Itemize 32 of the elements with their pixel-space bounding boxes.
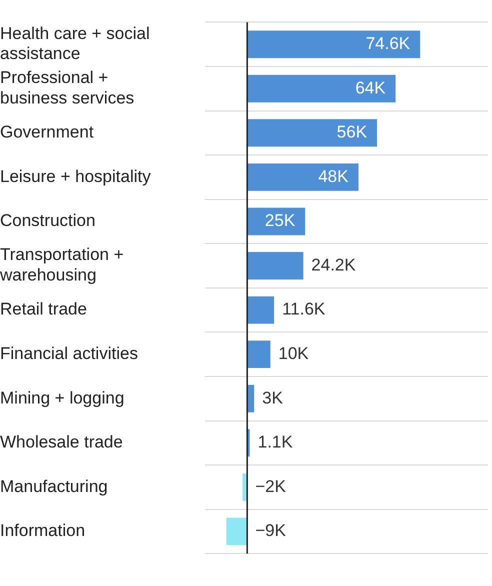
data-label: 25K (264, 211, 296, 230)
data-label: −9K (255, 521, 287, 540)
data-label: 10K (278, 344, 310, 364)
data-label: 1.1K (258, 432, 294, 452)
data-label: 11.6K (282, 300, 326, 319)
y-tick-label: Transportation + warehousing (0, 245, 124, 285)
data-label: 56K (336, 122, 368, 142)
bar (247, 30, 420, 58)
y-tick-label: Manufacturing (0, 476, 108, 496)
data-label: 74.6K (366, 34, 411, 54)
bar (247, 340, 270, 368)
y-tick-label: Retail trade (0, 300, 87, 319)
y-tick-label: Information (0, 521, 86, 540)
y-tick-label: Mining + logging (0, 388, 124, 408)
bar (247, 119, 378, 147)
data-label: 3K (262, 388, 284, 408)
data-label: −2K (255, 476, 287, 496)
y-tick-label: Government (0, 122, 94, 142)
y-tick-label: Health care + social assistance (0, 24, 150, 64)
y-tick-label: Wholesale trade (0, 432, 123, 452)
y-tick-label: Leisure + hospitality (0, 166, 152, 186)
y-tick-label: Financial activities (0, 344, 138, 364)
data-label: 48K (318, 166, 350, 186)
bar (247, 163, 358, 191)
bar (247, 74, 396, 102)
data-label: 64K (355, 78, 386, 98)
bar (226, 518, 248, 546)
y-tick-label: Professional + business services (0, 68, 134, 108)
bar (247, 252, 304, 280)
y-tick-label: Construction (0, 211, 96, 230)
data-label: 24.2K (311, 255, 356, 274)
bar (247, 296, 274, 324)
